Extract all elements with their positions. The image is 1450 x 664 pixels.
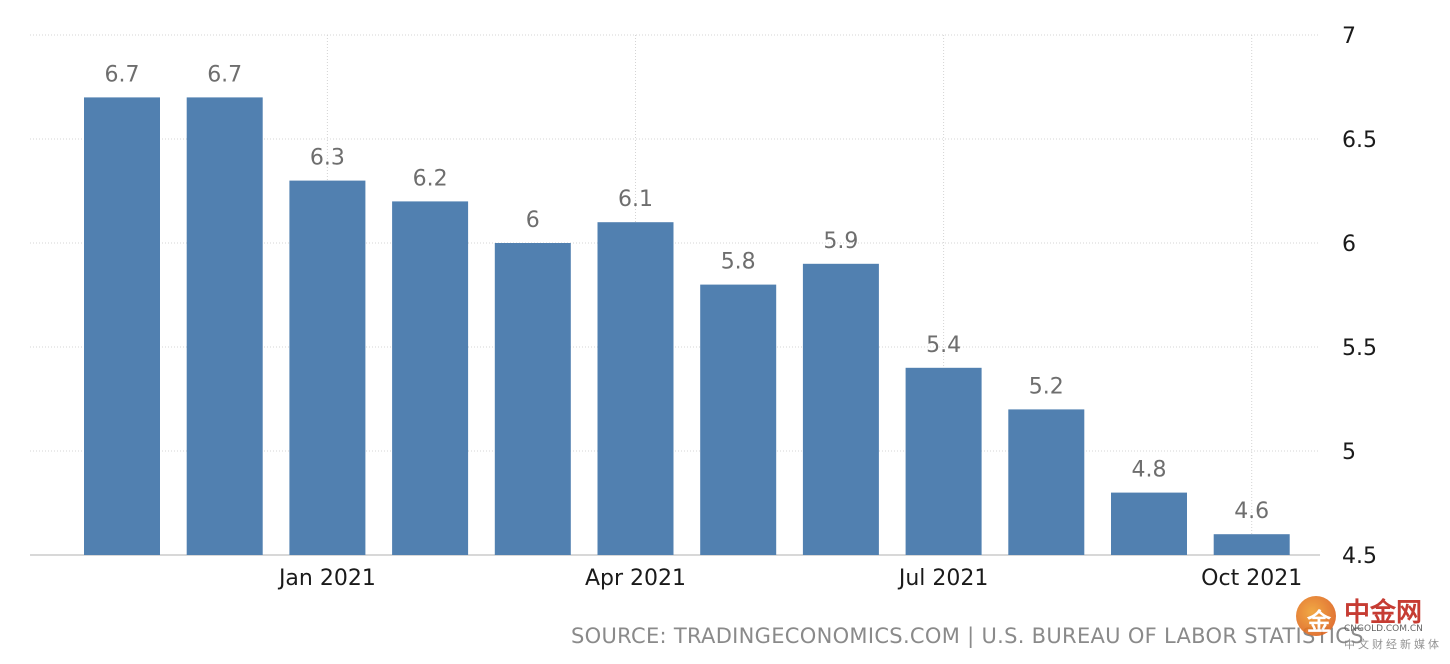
- bar-data-label: 5.9: [823, 229, 858, 254]
- bar: [597, 222, 674, 555]
- bar: [494, 243, 571, 555]
- watermark-logo: 金 中金网 CNGOLD.COM.CN 中文财经新媒体: [1292, 590, 1442, 656]
- bar-data-label: 6.7: [105, 62, 140, 87]
- bar-data-label: 6.7: [207, 62, 242, 87]
- source-note: SOURCE: TRADINGECONOMICS.COM | U.S. BURE…: [571, 624, 1364, 648]
- x-axis: Jan 2021 Apr 2021 Jul 2021 Oct 2021: [277, 566, 1302, 591]
- bar-data-label: 5.2: [1029, 374, 1064, 399]
- x-tick-label: Apr 2021: [585, 566, 686, 591]
- bar-data-label: 6: [526, 208, 540, 233]
- y-tick-label: 5.5: [1342, 336, 1377, 361]
- bar-data-label: 4.8: [1132, 458, 1167, 483]
- bar-data-label: 6.1: [618, 187, 653, 212]
- bar: [700, 284, 777, 555]
- y-axis: 7 6.5 6 5.5 5 4.5: [1342, 24, 1377, 569]
- gridlines: [30, 34, 1320, 556]
- y-tick-label: 6.5: [1342, 128, 1377, 153]
- bar: [1008, 409, 1085, 555]
- bar: [392, 201, 469, 555]
- bar: [802, 263, 879, 555]
- bar-data-label: 5.4: [926, 333, 961, 358]
- bar-data-label: 4.6: [1234, 499, 1269, 524]
- bar: [1111, 492, 1187, 555]
- logo-domain: CNGOLD.COM.CN: [1344, 624, 1423, 634]
- bar: [1213, 534, 1290, 555]
- logo-glyph: 金: [1307, 608, 1331, 636]
- bars: [84, 97, 1290, 556]
- logo-title: 中金网: [1344, 598, 1423, 628]
- y-tick-label: 5: [1342, 440, 1356, 465]
- bar: [186, 97, 263, 556]
- x-tick-label: Oct 2021: [1201, 566, 1302, 591]
- bar-data-label: 5.8: [721, 250, 756, 275]
- y-tick-label: 7: [1342, 24, 1356, 49]
- data-labels: 6.7 6.7 6.3 6.2 6 6.1 5.8 5.9 5.4 5.2 4.8 4.6: [105, 62, 1270, 524]
- bar-data-label: 6.3: [310, 146, 345, 171]
- logo-tagline: 中文财经新媒体: [1344, 638, 1442, 651]
- logo-icon: [1296, 596, 1336, 636]
- y-tick-label: 6: [1342, 232, 1356, 257]
- bar-data-label: 6.2: [413, 166, 448, 191]
- bar: [905, 367, 982, 555]
- x-tick-label: Jul 2021: [897, 566, 989, 591]
- y-tick-label: 4.5: [1342, 544, 1377, 569]
- bar: [289, 180, 366, 555]
- x-tick-label: Jan 2021: [277, 566, 376, 591]
- bar: [84, 97, 160, 556]
